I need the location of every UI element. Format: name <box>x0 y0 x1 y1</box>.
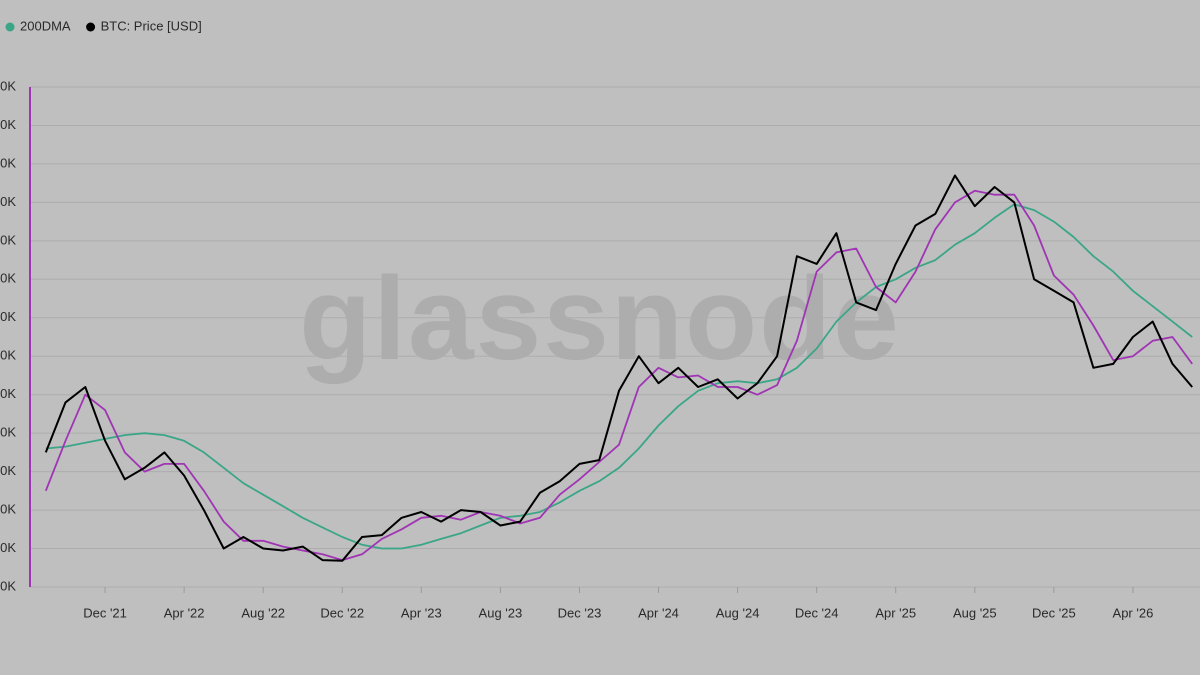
x-tick-label: Dec '25 <box>1032 605 1076 620</box>
legend: 200DMA BTC: Price [USD] <box>5 18 202 33</box>
y-tick-label: 110K <box>0 194 16 209</box>
plot <box>44 174 1193 562</box>
y-tick-label: 90K <box>0 271 16 286</box>
y-tick-label: 60K <box>0 386 16 401</box>
watermark: glassnode <box>299 253 901 385</box>
x-tick-label: Dec '24 <box>795 605 839 620</box>
grid: 10K 20K 30K 40K 50K 60K 70K 80K 90K 100K 110K 120K 1… <box>0 78 1200 620</box>
x-tick-label: Dec '23 <box>558 605 602 620</box>
y-tick-label: 10K <box>0 578 16 593</box>
y-tick-label: 100K <box>0 232 16 247</box>
x-tick-label: Dec '21 <box>83 605 127 620</box>
series-line <box>44 174 1193 562</box>
x-tick-label: Aug '22 <box>241 605 285 620</box>
y-tick-label: 120K <box>0 155 16 170</box>
legend-marker <box>86 22 96 32</box>
x-tick-label: Aug '24 <box>716 605 760 620</box>
y-tick-label: 130K <box>0 117 16 132</box>
x-tick-label: Apr '22 <box>164 605 205 620</box>
series-line <box>45 203 1193 550</box>
y-tick-label: 20K <box>0 540 16 555</box>
legend-marker <box>5 22 15 32</box>
series-line <box>44 189 1193 561</box>
x-tick-label: Dec '22 <box>320 605 364 620</box>
y-tick-label: 50K <box>0 425 16 440</box>
y-tick-label: 30K <box>0 502 16 517</box>
x-tick-label: Apr '24 <box>638 605 679 620</box>
y-tick-label: 140K <box>0 78 16 93</box>
x-tick-label: Aug '23 <box>479 605 523 620</box>
legend-label: 200DMA <box>20 18 71 33</box>
x-tick-label: Aug '25 <box>953 605 997 620</box>
y-tick-label: 80K <box>0 309 16 324</box>
x-tick-label: Apr '23 <box>401 605 442 620</box>
x-tick-label: Apr '26 <box>1113 605 1154 620</box>
x-tick-label: Apr '25 <box>875 605 916 620</box>
y-tick-label: 40K <box>0 463 16 478</box>
legend-label: BTC: Price [USD] <box>101 18 202 33</box>
y-tick-label: 70K <box>0 348 16 363</box>
